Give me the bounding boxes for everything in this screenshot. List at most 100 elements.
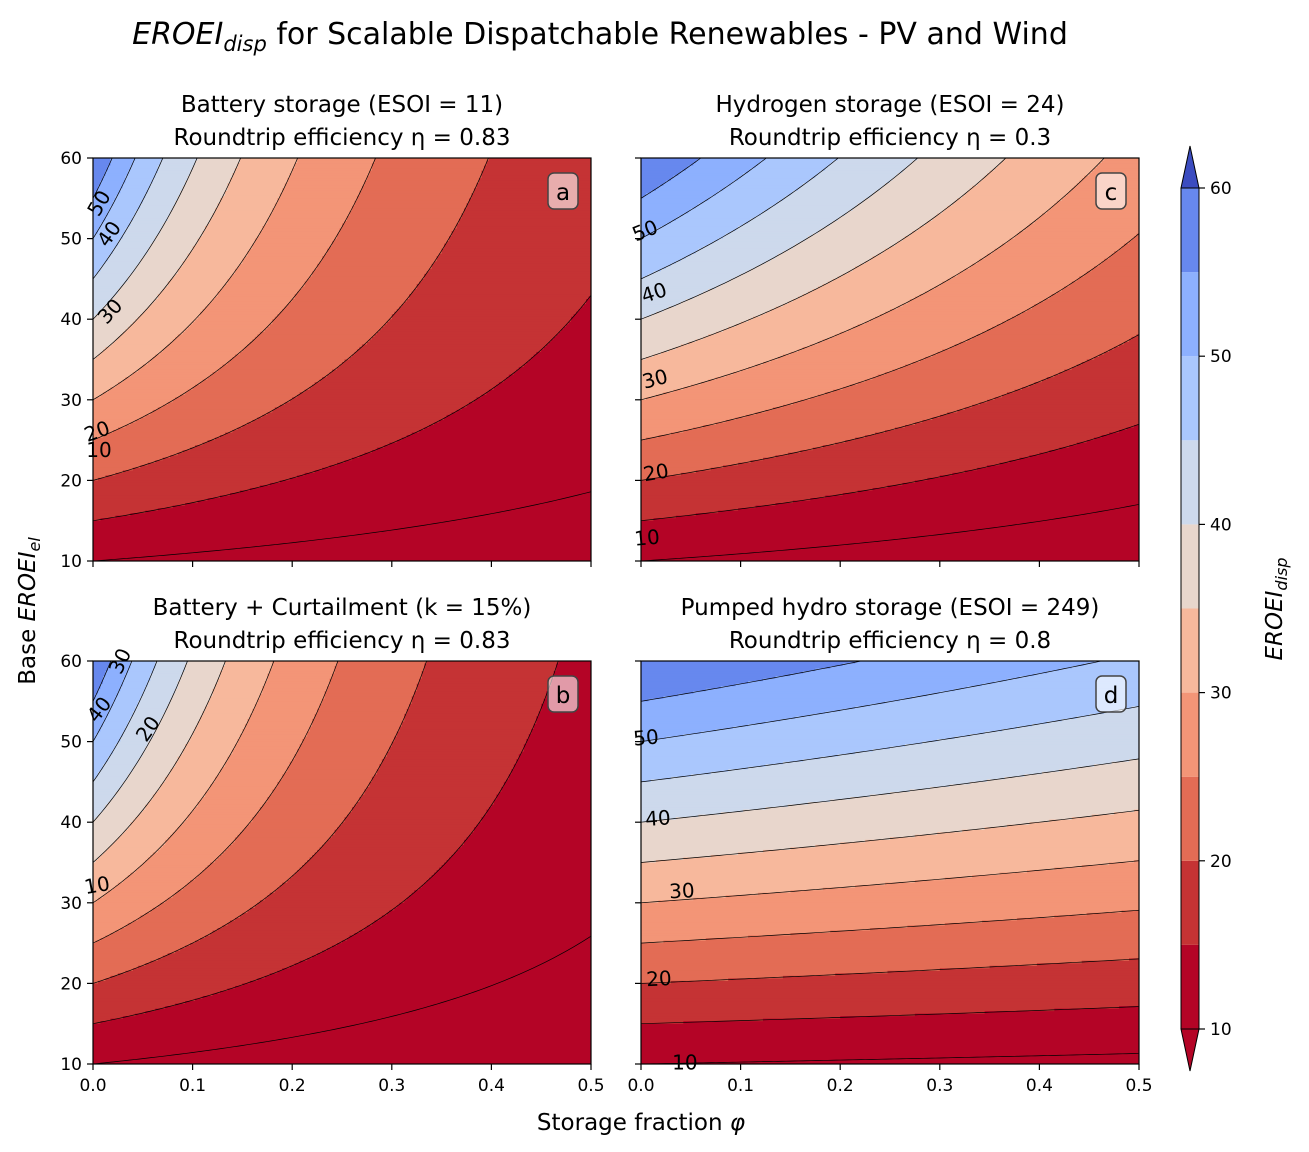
- contour-band: [277, 198, 358, 202]
- contour-band: [140, 698, 171, 702]
- contour-band: [93, 829, 126, 833]
- contour-band: [391, 741, 527, 745]
- contour-band: [797, 188, 881, 192]
- contour-band: [750, 268, 854, 272]
- contour-band: [337, 236, 450, 240]
- contour-band: [324, 842, 465, 846]
- contour-band: [177, 268, 236, 272]
- contour-band: [710, 195, 787, 199]
- contour-band: [641, 671, 804, 675]
- contour-band: [904, 168, 996, 172]
- contour-band: [820, 756, 1139, 760]
- contour-band: [172, 766, 224, 770]
- contour-band: [332, 243, 445, 247]
- contour-band: [339, 364, 525, 368]
- contour-band: [641, 1023, 1139, 1027]
- contour-band: [984, 731, 1139, 735]
- contour-band: [414, 890, 591, 894]
- contour-band: [93, 455, 171, 459]
- contour-line-50: [93, 661, 133, 742]
- contour-band: [424, 882, 591, 886]
- contour-band: [855, 437, 1095, 441]
- contour-band: [379, 764, 515, 768]
- contour-band: [650, 779, 988, 783]
- contour-band: [371, 163, 488, 167]
- contour-label-10: 10: [672, 1050, 697, 1074]
- contour-band: [145, 688, 176, 692]
- contour-band: [658, 435, 866, 439]
- contour-band: [257, 698, 323, 702]
- contour-band: [195, 877, 291, 881]
- contour-band: [224, 661, 273, 665]
- contour-band: [1034, 220, 1139, 225]
- contour-band: [581, 306, 591, 310]
- contour-band: [304, 389, 490, 393]
- contour-band: [110, 975, 266, 979]
- contour-band: [175, 397, 293, 401]
- contour-band: [219, 990, 591, 995]
- contour-band: [95, 776, 129, 780]
- contour-band: [461, 213, 591, 217]
- contour-band: [229, 276, 311, 280]
- contour-band: [406, 711, 540, 715]
- contour-band: [865, 261, 978, 265]
- contour-band: [381, 326, 565, 330]
- contour-band: [115, 472, 306, 476]
- contour-band: [157, 165, 194, 169]
- contour-band: [885, 372, 1060, 376]
- colorbar-frame: [1180, 187, 1200, 1030]
- contour-band: [733, 180, 809, 184]
- x-tick-label: 0.3: [378, 1076, 405, 1096]
- contour-band: [322, 258, 438, 262]
- contour-band: [641, 485, 889, 489]
- contour-band: [641, 419, 727, 424]
- contour-band: [304, 281, 420, 285]
- contour-band: [249, 980, 591, 984]
- contour-band: [197, 241, 256, 245]
- contour-band: [391, 314, 575, 318]
- contour-band: [127, 922, 229, 927]
- contour-band: [641, 205, 697, 209]
- contour-band: [670, 776, 1006, 780]
- contour-band: [835, 442, 1078, 446]
- contour-band: [439, 867, 591, 871]
- contour-band: [678, 173, 744, 177]
- contour-band: [1007, 241, 1130, 245]
- contour-band: [137, 208, 174, 212]
- contour-band: [558, 331, 591, 335]
- contour-band: [695, 339, 824, 343]
- contour-band: [102, 723, 129, 728]
- contour-band: [1054, 915, 1139, 919]
- contour-band: [93, 248, 114, 252]
- contour-band: [820, 228, 918, 232]
- contour-band: [93, 1041, 591, 1045]
- contour-band: [800, 185, 884, 189]
- contour-band: [175, 200, 221, 204]
- contour-band: [713, 241, 801, 245]
- contour-band: [511, 769, 591, 773]
- contour-band: [289, 761, 383, 765]
- contour-band: [227, 188, 283, 192]
- contour-band: [1004, 776, 1139, 780]
- contour-band: [93, 523, 591, 527]
- contour-band: [93, 220, 104, 225]
- contour-band: [287, 766, 380, 770]
- contour-band: [197, 158, 241, 162]
- contour-band: [102, 766, 134, 770]
- contour-band: [645, 397, 811, 401]
- contour-band: [356, 802, 495, 806]
- contour-band: [93, 915, 141, 919]
- contour-band: [334, 666, 425, 670]
- contour-band: [1059, 447, 1139, 451]
- contour-band: [142, 256, 189, 260]
- contour-band: [481, 170, 591, 174]
- contour-band: [660, 268, 752, 272]
- contour-band: [192, 387, 311, 391]
- contour-band: [200, 236, 258, 240]
- contour-band: [648, 739, 938, 743]
- contour-band: [890, 309, 1028, 313]
- contour-band: [117, 382, 201, 386]
- contour-band: [187, 817, 253, 821]
- contour-band: [93, 688, 99, 692]
- contour-band: [132, 160, 161, 164]
